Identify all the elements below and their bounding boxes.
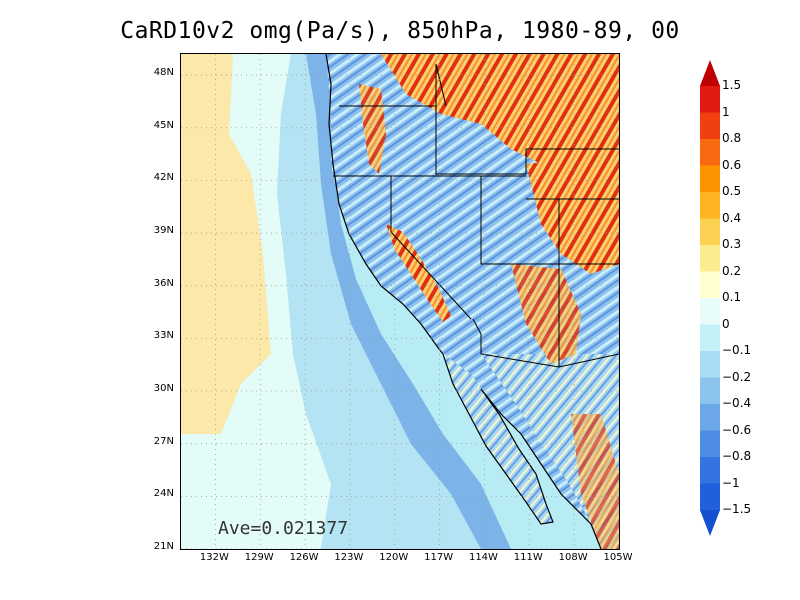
colorbar-tick-label: −1.5 [722, 502, 752, 516]
lon-label: 123W [334, 552, 364, 563]
colorbar-tick-label: 0 [722, 316, 730, 331]
colorbar-tick-label: −0.4 [722, 396, 752, 410]
colorbar-tick-label: 0.2 [722, 263, 742, 278]
colorbar-tick-label: 1.5 [722, 78, 742, 92]
colorbar-bottom-arrow [700, 510, 720, 536]
colorbar-tick-label: 0.1 [722, 290, 742, 304]
colorbar-swatch [700, 351, 720, 378]
sierra-nevada-ridge [386, 224, 451, 322]
lat-label: 42N [153, 172, 174, 184]
colorbar-swatch [700, 483, 720, 511]
colorbar-swatch [700, 404, 720, 431]
ocean-coastal-blue [306, 54, 511, 549]
ocean-light-blue [277, 54, 481, 549]
colorbar-swatch [700, 218, 720, 246]
colorbar-swatch [700, 245, 720, 272]
colorbar-tick-label: −1 [722, 475, 740, 490]
colorado-rockies-ridges [526, 154, 619, 274]
lon-label: 126W [289, 552, 319, 563]
colorbar-swatch [700, 324, 720, 352]
colorbar-tick-label: −0.6 [722, 422, 752, 437]
colorbar-tick-label: 0.8 [722, 131, 742, 145]
state-boundaries [333, 63, 619, 368]
colorbar [700, 60, 720, 536]
colorbar-swatch [700, 86, 720, 113]
colorbar-swatch [700, 271, 720, 299]
lon-label: 120W [379, 552, 409, 563]
lat-label: 36N [153, 277, 174, 289]
ocean-yellow-band [181, 54, 271, 434]
colorbar-swatch [700, 377, 720, 405]
colorbar-swatch [700, 112, 720, 140]
average-value: Ave=0.021377 [218, 518, 349, 539]
lon-label: 105W [603, 552, 633, 563]
baja-peninsula [443, 354, 553, 524]
mexico-sierra-ridge [571, 414, 619, 549]
lon-label: 108W [558, 552, 588, 563]
lat-label: 48N [153, 67, 174, 79]
lon-label: 129W [244, 552, 274, 563]
colorbar-tick-label: 0.4 [722, 210, 742, 225]
colorbar-swatch [700, 430, 720, 458]
lat-label: 24N [153, 488, 174, 500]
ocean-pale-band [181, 54, 331, 549]
arizona-ridges [511, 264, 581, 364]
lat-label: 39N [153, 225, 174, 237]
colorbar-top-arrow [700, 60, 720, 86]
plot-title: CaRD10v2 omg(Pa/s), 850hPa, 1980-89, 00 [120, 18, 680, 44]
map-plot-area [180, 53, 620, 550]
coastline [325, 54, 602, 549]
omega-field-map [181, 54, 619, 549]
colorbar-tick-label: −0.2 [722, 369, 752, 384]
colorbar-tick-label: 1 [722, 104, 730, 119]
colorbar-tick-label: 0.5 [722, 184, 742, 198]
colorbar-swatch [700, 457, 720, 484]
colorbar-swatch [700, 298, 720, 325]
lon-label: 114W [468, 552, 498, 563]
colorbar-swatch [700, 165, 720, 193]
colorbar-tick-label: −0.1 [722, 343, 752, 357]
colorbar-tick-label: 0.6 [722, 157, 742, 172]
lon-label: 111W [513, 552, 543, 563]
colorbar-tick-label: −0.8 [722, 449, 752, 463]
lat-label: 45N [153, 119, 174, 131]
colorbar-swatch [700, 139, 720, 166]
lon-label: 117W [424, 552, 454, 563]
lat-label: 33N [153, 330, 174, 342]
graticule-lines [181, 54, 619, 549]
lat-label: 21N [153, 541, 174, 552]
lat-label: 30N [153, 383, 174, 395]
colorbar-tick-label: 0.3 [722, 237, 742, 251]
lat-label: 27N [153, 435, 174, 447]
colorbar-swatch [700, 192, 720, 219]
lon-label: 132W [199, 552, 229, 563]
